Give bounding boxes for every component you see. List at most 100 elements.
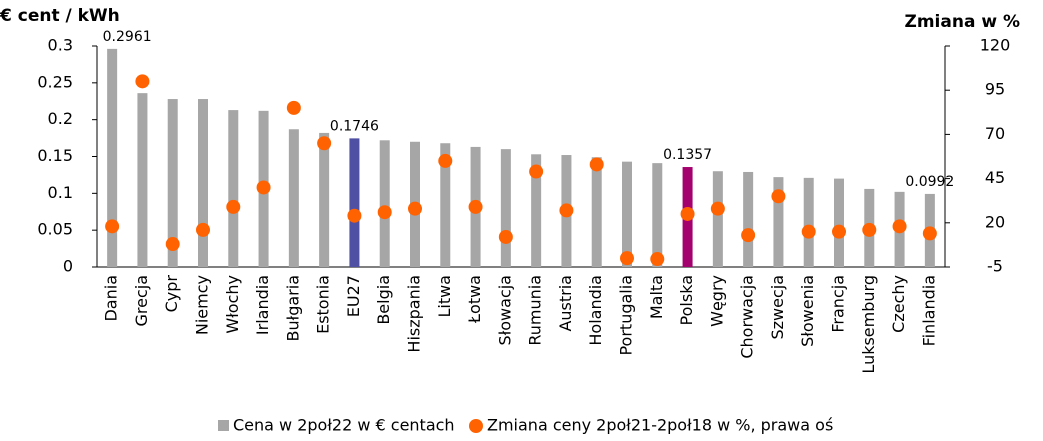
x-tick-label: Czechy xyxy=(889,275,908,333)
x-tick-label: Litwa xyxy=(435,275,454,318)
bar xyxy=(288,129,299,267)
x-tick-label: Estonia xyxy=(314,275,333,334)
y2-tick-label: 70 xyxy=(985,124,1005,143)
y-tick-label: 0.1 xyxy=(48,183,73,202)
dot xyxy=(922,226,937,241)
legend-label: Zmiana ceny 2poł21-2poł18 w %, prawa oś xyxy=(487,416,833,435)
value-label: 0.1746 xyxy=(330,118,379,134)
bar xyxy=(531,154,542,267)
y-tick-label: 0 xyxy=(63,257,73,276)
y-tick-label: 0.25 xyxy=(37,72,73,91)
dot xyxy=(620,251,634,266)
legend-label: Cena w 2poł22 w € centach xyxy=(233,416,455,435)
x-tick-label: Malta xyxy=(647,275,666,319)
x-tick-label: Rumunia xyxy=(526,275,545,346)
bar xyxy=(228,110,239,267)
x-tick-label: Holandia xyxy=(586,275,605,346)
y2-axis-label: Zmiana w % xyxy=(905,12,1021,32)
bar xyxy=(379,140,390,267)
value-label: 0.1357 xyxy=(663,147,712,163)
y2-tick-label: 20 xyxy=(985,212,1005,231)
dot xyxy=(105,219,120,234)
bar xyxy=(834,178,844,267)
bar xyxy=(803,177,814,267)
bar xyxy=(622,161,632,267)
dot xyxy=(135,74,150,89)
bar xyxy=(500,149,511,267)
x-tick-label: Dania xyxy=(102,275,121,322)
y-tick-label: 0.05 xyxy=(37,220,73,239)
legend-swatch xyxy=(218,420,229,431)
value-label: 0.2961 xyxy=(103,29,152,45)
dot xyxy=(226,199,241,214)
dot xyxy=(347,208,362,223)
bar xyxy=(712,171,723,267)
y2-tick-label: 95 xyxy=(985,80,1005,99)
bar xyxy=(773,177,784,267)
dot xyxy=(438,153,453,168)
dot xyxy=(741,228,756,243)
dot xyxy=(589,157,604,172)
dot xyxy=(710,201,725,216)
dot xyxy=(680,206,695,221)
x-tick-label: Hiszpania xyxy=(405,275,424,353)
dot xyxy=(408,201,422,216)
dot xyxy=(529,164,544,179)
x-tick-label: Belgia xyxy=(374,275,393,325)
x-tick-label: Szwecja xyxy=(768,275,787,340)
y-tick-label: 0.2 xyxy=(48,109,73,128)
dot xyxy=(317,136,332,151)
x-tick-label: Bułgaria xyxy=(283,275,302,341)
dot xyxy=(801,224,816,239)
y-tick-label: 0.3 xyxy=(48,36,73,55)
x-tick-label: Słowacja xyxy=(495,275,514,345)
x-tick-label: Słowenia xyxy=(798,275,817,347)
x-tick-label: Irlandia xyxy=(253,275,272,335)
y-axis-label: € cent / kWh xyxy=(0,6,120,26)
bar xyxy=(591,157,602,267)
y2-tick-label: 45 xyxy=(985,168,1005,187)
dot xyxy=(256,180,271,195)
x-tick-label: Francja xyxy=(829,275,848,333)
x-tick-label: Cypr xyxy=(162,275,181,313)
x-tick-label: Niemcy xyxy=(193,275,212,335)
bar xyxy=(167,99,178,267)
legend-swatch xyxy=(469,419,483,433)
dot xyxy=(468,199,483,214)
bar xyxy=(107,48,118,267)
dot xyxy=(165,237,180,252)
dot xyxy=(892,219,907,234)
bar xyxy=(319,132,330,267)
dot xyxy=(650,252,665,267)
x-tick-label: Grecja xyxy=(132,275,151,327)
bar xyxy=(440,143,451,267)
bar xyxy=(349,138,360,267)
bar xyxy=(743,171,754,267)
x-tick-label: Włochy xyxy=(223,275,242,334)
x-tick-label: EU27 xyxy=(344,275,363,317)
dot xyxy=(862,222,877,237)
value-label: 0.0992 xyxy=(905,174,954,190)
y2-tick-label: -5 xyxy=(987,257,1003,276)
y-tick-label: 0.15 xyxy=(37,146,73,165)
x-tick-label: Finlandia xyxy=(919,275,938,346)
x-tick-label: Polska xyxy=(677,275,696,325)
y2-tick-label: 120 xyxy=(980,36,1011,55)
dot xyxy=(559,203,574,218)
bar xyxy=(652,163,663,267)
dot xyxy=(832,224,846,239)
dot xyxy=(286,100,301,115)
x-tick-label: Luksemburg xyxy=(859,275,878,374)
bar xyxy=(137,93,148,267)
dot xyxy=(196,222,210,237)
x-tick-label: Węgry xyxy=(707,275,726,327)
x-tick-label: Chorwacja xyxy=(738,275,757,359)
x-tick-label: Austria xyxy=(556,275,575,332)
dot xyxy=(377,205,392,220)
x-tick-label: Łotwa xyxy=(465,275,484,324)
dot xyxy=(771,189,786,204)
bar xyxy=(198,99,208,267)
x-tick-label: Portugalia xyxy=(617,275,636,356)
dot xyxy=(498,229,513,244)
